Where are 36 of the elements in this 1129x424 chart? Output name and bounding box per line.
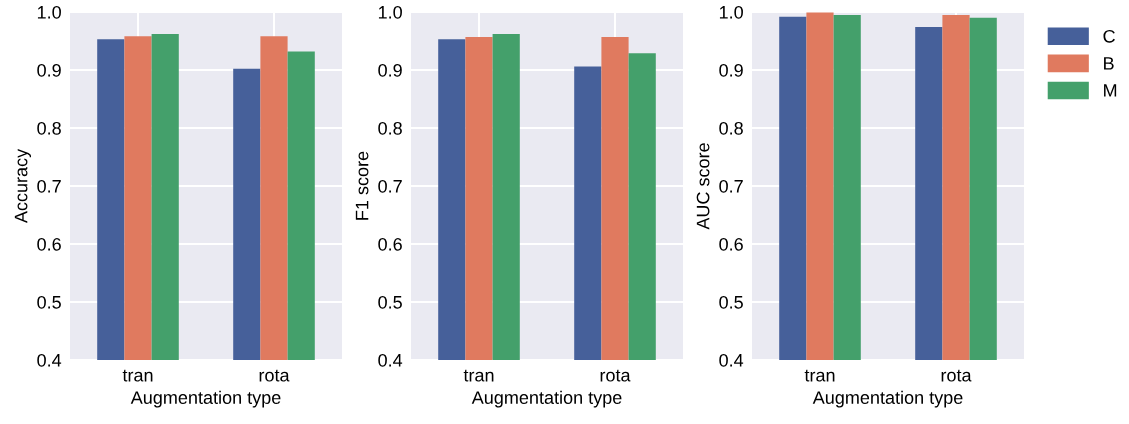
- legend-label: C: [1103, 29, 1115, 43]
- y-tick-label: 0.8: [719, 121, 743, 135]
- legend-label: B: [1104, 57, 1114, 70]
- y-axis-title: Accuracy: [14, 148, 32, 224]
- x-axis-title: Augmentation type: [130, 390, 281, 408]
- x-axis-title: Augmentation type: [812, 390, 963, 408]
- x-tick-label: rota: [600, 369, 631, 382]
- y-tick-label: 0.7: [37, 179, 61, 193]
- y-tick-label: 0.5: [719, 295, 743, 309]
- x-tick-label: tran: [463, 369, 494, 382]
- y-tick-label: 0.9: [719, 63, 743, 77]
- x-axis-title: Augmentation type: [471, 390, 622, 408]
- y-tick-label: 0.9: [378, 63, 402, 77]
- y-axis-title: F1 score: [355, 151, 369, 220]
- y-tick-label: 0.8: [37, 121, 61, 135]
- x-tick-label: rota: [259, 369, 290, 382]
- y-tick-label: 0.6: [37, 237, 61, 251]
- legend-label: M: [1104, 84, 1117, 97]
- y-tick-label: 1.0: [719, 5, 743, 19]
- x-tick-label: tran: [122, 369, 153, 382]
- y-tick-label: 0.9: [37, 63, 61, 77]
- y-tick-label: 0.5: [378, 295, 402, 309]
- y-tick-label: 0.6: [378, 237, 402, 251]
- y-tick-label: 1.0: [37, 5, 61, 19]
- y-tick-label: 0.4: [719, 353, 744, 367]
- x-tick-label: rota: [941, 369, 972, 382]
- y-axis-title: AUC score: [696, 143, 710, 230]
- y-tick-label: 0.6: [719, 237, 743, 251]
- y-tick-label: 0.4: [37, 353, 62, 367]
- y-tick-label: 0.8: [378, 121, 402, 135]
- x-tick-label: tran: [804, 369, 835, 382]
- y-tick-label: 0.4: [378, 353, 403, 367]
- y-tick-label: 0.5: [37, 295, 61, 309]
- y-tick-label: 1.0: [378, 5, 402, 19]
- y-tick-label: 0.7: [719, 179, 743, 193]
- y-tick-label: 0.7: [378, 179, 402, 193]
